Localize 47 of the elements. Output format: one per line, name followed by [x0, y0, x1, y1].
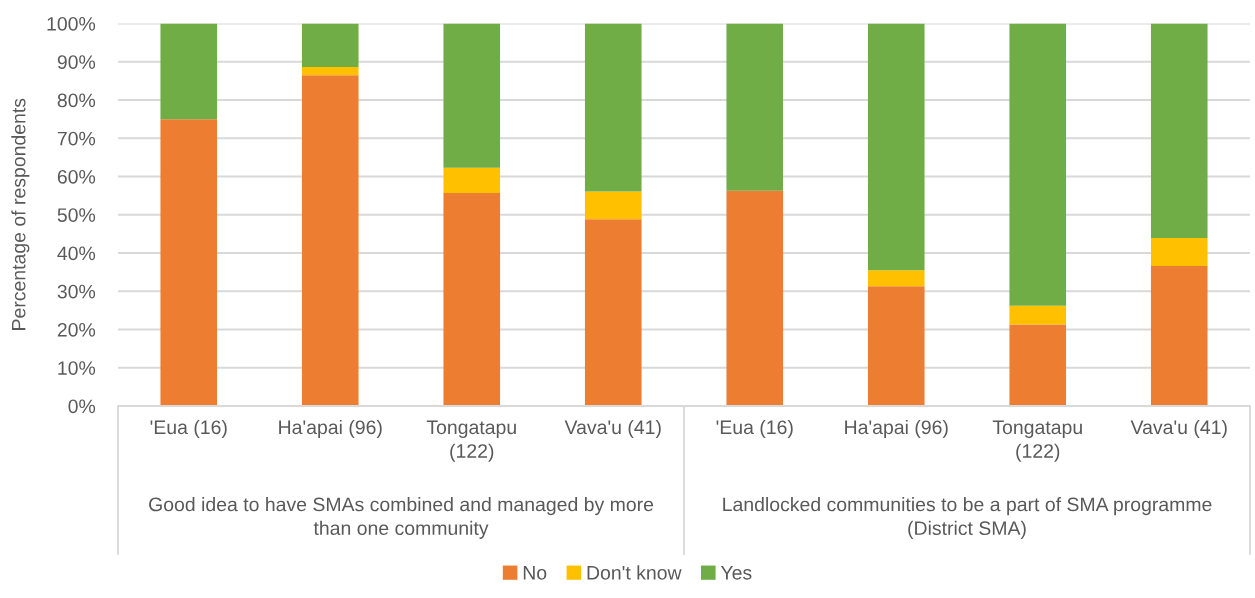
bar	[301, 75, 359, 406]
x-tick-label: Ha'apai (96)	[279, 419, 382, 439]
x-tick-label: 'Eua (16)	[150, 419, 227, 439]
bar	[160, 23, 218, 120]
y-tick-label: 0%	[68, 399, 96, 414]
x-tick-label: 'Eua (16)	[716, 419, 793, 439]
bar	[1150, 238, 1208, 267]
text: Good idea to have SMAs combined and managed by more than one community	[149, 497, 654, 539]
bar	[867, 23, 925, 271]
y-tick-label: 10%	[58, 361, 96, 375]
bar	[1150, 266, 1208, 406]
y-tick-label: 40%	[57, 246, 96, 261]
bar	[584, 191, 642, 220]
x-tick-label: Ha'apai (96)	[845, 419, 948, 439]
y-tick-label: 100%	[47, 16, 96, 31]
y-axis-title: Percentage of respondents	[11, 98, 30, 330]
bar	[1009, 305, 1067, 325]
bar	[726, 23, 784, 191]
bar	[1009, 23, 1067, 306]
y-tick-label: 90%	[57, 55, 96, 69]
x-tick-label: Vava'u (41)	[564, 419, 661, 439]
bar	[584, 219, 642, 406]
y-tick-label: 30%	[57, 284, 96, 299]
legend-label: Yes	[720, 566, 752, 580]
legend-label: No	[523, 566, 547, 580]
y-tick-label: 60%	[57, 169, 96, 184]
bar	[443, 23, 501, 168]
bar	[867, 270, 925, 287]
x-tick-label: Vava'u (41)	[1130, 419, 1227, 439]
bar	[867, 286, 925, 406]
bar	[301, 23, 359, 68]
y-tick-label: 20%	[57, 322, 96, 337]
y-tick-label: 70%	[57, 131, 96, 146]
bar	[301, 67, 359, 76]
bar	[443, 192, 501, 406]
bar	[1009, 324, 1067, 406]
bar	[584, 23, 642, 192]
y-tick-label: 50%	[57, 208, 96, 222]
y-tick-label: 80%	[57, 93, 96, 108]
legend-label: Don't know	[587, 565, 682, 580]
bar	[160, 119, 218, 406]
text: Landlocked communities to be a part of SMA programme (District SMA)	[723, 497, 1212, 539]
bar	[443, 167, 501, 193]
bar	[726, 190, 784, 406]
x-tick-label: Tongatapu (122)	[992, 420, 1082, 462]
bar	[1150, 23, 1208, 239]
x-tick-label: Tongatapu (122)	[426, 420, 516, 462]
